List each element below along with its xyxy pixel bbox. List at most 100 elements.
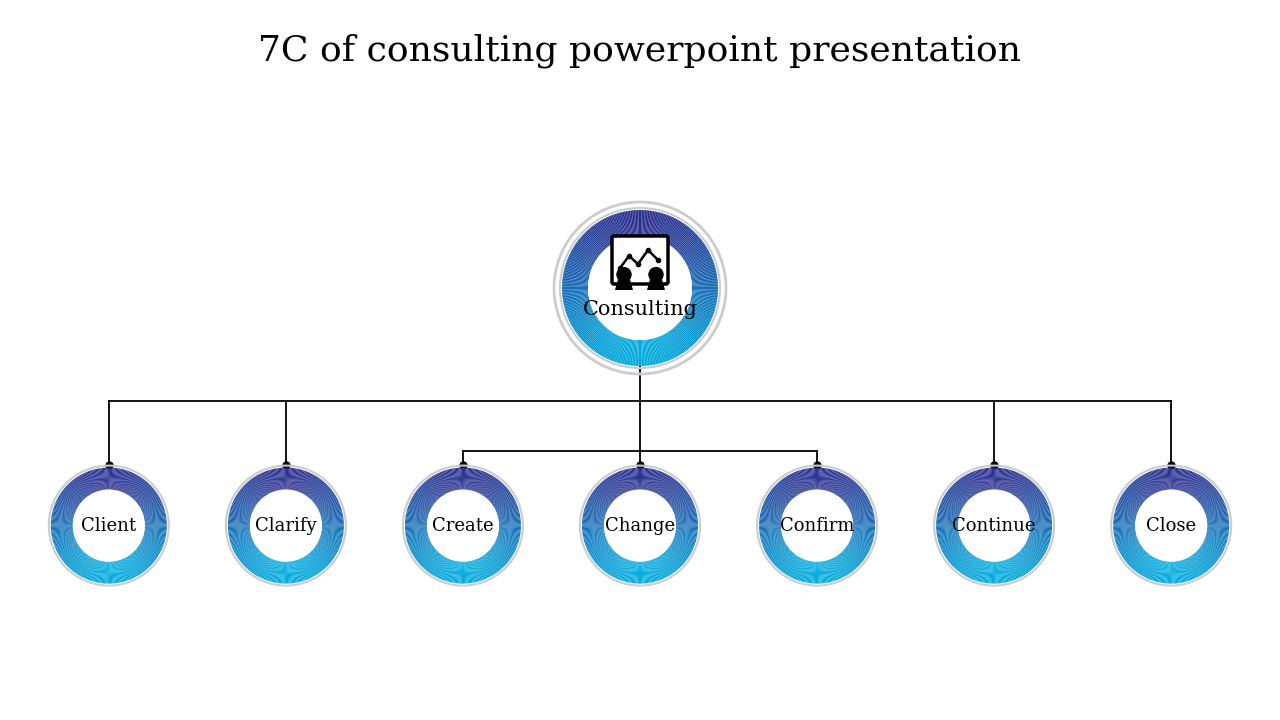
Wedge shape [765,499,785,510]
Wedge shape [1135,480,1149,498]
Wedge shape [662,217,675,241]
Wedge shape [498,513,520,518]
Wedge shape [63,489,81,503]
Wedge shape [1024,493,1043,506]
Wedge shape [288,562,289,583]
Wedge shape [676,528,698,531]
Wedge shape [489,550,506,566]
Wedge shape [1174,468,1178,490]
Wedge shape [814,562,817,584]
Wedge shape [640,210,641,236]
Wedge shape [412,495,433,508]
Wedge shape [943,495,964,508]
Wedge shape [424,482,439,499]
Wedge shape [846,492,865,505]
Wedge shape [59,495,78,508]
Wedge shape [1027,501,1047,511]
Wedge shape [813,468,815,490]
Wedge shape [404,523,428,525]
Wedge shape [288,468,291,490]
Wedge shape [1137,554,1151,573]
Wedge shape [1030,521,1052,523]
Wedge shape [280,468,283,490]
Wedge shape [668,546,687,561]
Wedge shape [562,294,589,298]
Wedge shape [1203,499,1224,510]
Wedge shape [956,481,972,498]
Wedge shape [484,554,497,573]
Wedge shape [1192,478,1206,497]
Wedge shape [759,520,781,523]
Wedge shape [1198,549,1215,565]
Wedge shape [51,526,73,528]
Wedge shape [566,262,591,272]
Wedge shape [824,561,829,582]
Wedge shape [1001,561,1006,582]
Wedge shape [51,524,73,526]
Wedge shape [239,490,257,504]
Wedge shape [612,474,623,494]
Wedge shape [826,560,832,582]
Wedge shape [808,561,812,583]
Wedge shape [852,511,873,518]
Wedge shape [969,473,979,493]
Wedge shape [840,481,855,498]
Wedge shape [584,509,605,516]
Wedge shape [271,469,278,491]
Wedge shape [61,546,81,561]
Wedge shape [644,210,648,236]
Wedge shape [1119,501,1139,511]
Wedge shape [452,561,457,582]
Wedge shape [668,331,684,354]
Wedge shape [495,501,516,511]
Wedge shape [562,283,588,286]
Wedge shape [320,536,342,544]
Wedge shape [485,554,499,572]
Wedge shape [1115,534,1137,540]
Wedge shape [676,518,698,522]
Wedge shape [590,495,609,507]
Wedge shape [623,469,630,491]
Wedge shape [453,468,458,490]
Wedge shape [800,469,808,491]
Wedge shape [497,539,517,548]
Wedge shape [1202,495,1221,508]
Wedge shape [137,490,155,504]
Wedge shape [1018,482,1033,499]
Wedge shape [676,231,695,251]
Wedge shape [268,470,275,491]
Wedge shape [765,542,786,554]
Wedge shape [937,528,959,531]
Wedge shape [1028,508,1050,516]
Wedge shape [70,481,86,498]
Wedge shape [759,526,781,528]
Wedge shape [826,469,832,491]
Wedge shape [667,221,682,244]
Wedge shape [492,492,511,505]
Wedge shape [1201,493,1220,506]
Wedge shape [115,469,120,490]
Wedge shape [1203,541,1224,552]
Wedge shape [673,503,694,513]
Wedge shape [667,487,684,502]
Wedge shape [842,552,858,568]
Wedge shape [145,521,166,523]
Wedge shape [137,489,155,503]
Wedge shape [673,539,694,548]
Wedge shape [417,548,435,562]
Wedge shape [596,549,613,565]
Wedge shape [645,561,649,583]
Wedge shape [321,526,344,527]
Wedge shape [55,504,76,513]
Wedge shape [426,554,440,571]
Wedge shape [1023,547,1041,562]
Wedge shape [1161,561,1165,582]
Wedge shape [950,487,966,503]
Wedge shape [1126,487,1144,503]
Wedge shape [1178,469,1181,490]
Wedge shape [963,476,975,495]
Wedge shape [319,538,340,547]
Wedge shape [298,559,307,580]
Wedge shape [406,513,428,519]
Wedge shape [818,562,819,584]
